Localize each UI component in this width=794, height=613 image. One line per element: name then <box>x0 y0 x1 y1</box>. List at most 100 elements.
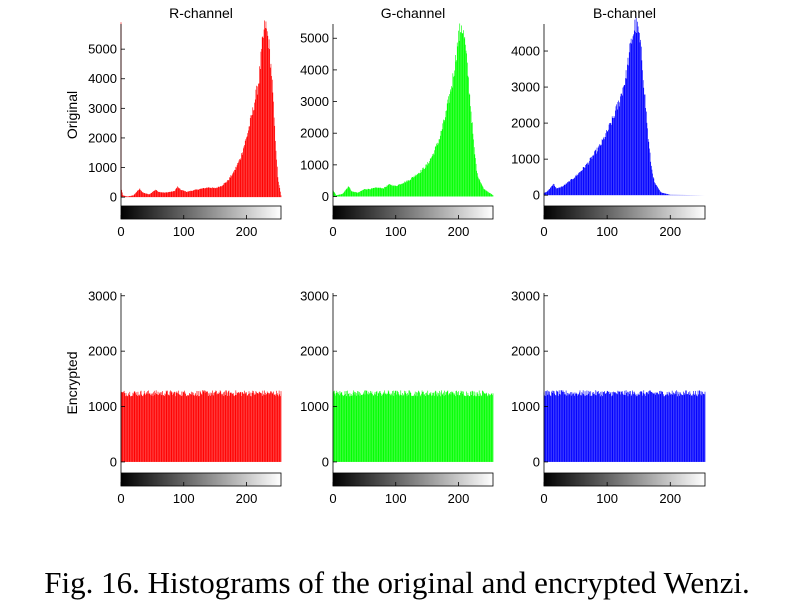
histogram-bar <box>617 102 619 196</box>
histogram-bar <box>437 142 439 197</box>
histogram-bar <box>152 191 154 198</box>
histogram-bar <box>347 188 348 197</box>
histogram-bar <box>172 191 174 198</box>
histogram-bar <box>561 391 563 462</box>
histogram-bar <box>248 130 249 198</box>
histogram-bar <box>666 392 668 462</box>
histogram-bar <box>432 392 434 462</box>
histogram-bar <box>254 394 256 462</box>
histogram-bar <box>453 393 454 462</box>
histogram-bar <box>404 393 406 462</box>
histogram-bar <box>643 390 645 462</box>
histogram-bar <box>608 124 610 196</box>
histogram-bar <box>248 394 249 462</box>
histogram-bar <box>600 145 602 196</box>
y-tick-label: 1000 <box>88 160 117 175</box>
histogram-bar <box>206 391 207 462</box>
histogram-bar <box>278 181 279 198</box>
histogram-bar <box>219 187 220 198</box>
histogram-bar <box>579 390 581 462</box>
histogram-bar <box>231 176 232 198</box>
histogram-bar <box>138 395 139 462</box>
histogram-bar <box>220 391 222 462</box>
histogram-bar <box>587 164 589 196</box>
histogram-bar <box>441 394 443 462</box>
histogram-bar <box>163 192 165 198</box>
histogram-bar <box>561 390 562 462</box>
histogram-bar <box>373 187 375 197</box>
histogram-bar <box>174 190 176 198</box>
histogram-bar <box>663 396 665 462</box>
histogram-bars <box>543 17 705 196</box>
histogram-bar <box>411 177 412 197</box>
histogram-bar <box>261 37 263 198</box>
histogram-bar <box>671 390 673 462</box>
histogram-bar <box>338 194 339 197</box>
histogram-bar <box>632 36 634 196</box>
histogram-bar <box>197 189 198 198</box>
histogram-bar <box>695 390 696 462</box>
histogram-bar <box>121 392 123 462</box>
histogram-bar <box>468 93 470 197</box>
histogram-bar <box>642 80 644 196</box>
histogram-bar <box>607 390 609 462</box>
histogram-bar <box>360 191 361 197</box>
histogram-bar <box>491 393 493 462</box>
histogram-bar <box>335 194 336 197</box>
histogram-bar <box>210 395 212 462</box>
histogram-bar <box>367 394 369 462</box>
histogram-bar <box>466 62 468 197</box>
histogram-bar <box>594 150 596 196</box>
histogram-bar <box>637 395 638 462</box>
histogram-bar <box>649 152 651 196</box>
histogram-bar <box>424 394 425 462</box>
histogram-bar <box>610 123 612 196</box>
histogram-bar <box>189 393 190 462</box>
histogram-bar <box>178 188 180 198</box>
histogram-bar <box>233 172 235 198</box>
histogram-bar <box>246 137 247 198</box>
histogram-bar <box>434 395 435 462</box>
histogram-bar <box>366 390 368 462</box>
histogram-bar <box>349 187 350 197</box>
histogram-bar <box>610 392 612 462</box>
histogram-bar <box>445 394 446 462</box>
histogram-bar <box>581 170 583 196</box>
histogram-bar <box>427 390 429 462</box>
histogram-bar <box>392 390 394 462</box>
histogram-bar <box>405 391 407 462</box>
histogram-bar <box>591 158 593 196</box>
histogram-bar <box>121 192 123 198</box>
histogram-bar <box>247 133 249 198</box>
histogram-bar <box>437 396 439 462</box>
histogram-bars <box>120 390 282 462</box>
histogram-bar <box>242 152 244 198</box>
histogram-bar <box>178 390 180 462</box>
histogram-bar <box>573 178 575 196</box>
histogram-bar <box>584 395 585 462</box>
histogram-bar <box>262 390 264 462</box>
histogram-bar <box>438 393 439 462</box>
histogram-bar <box>475 163 477 197</box>
histogram-bar <box>373 395 375 462</box>
histogram-bar <box>485 190 487 197</box>
histogram-bar <box>130 195 131 198</box>
histogram-bar <box>363 392 365 462</box>
histogram-bar <box>631 43 633 196</box>
histogram-bar <box>657 188 659 196</box>
histogram-bar <box>345 393 346 462</box>
histogram-bar <box>355 395 357 462</box>
histogram-bar <box>568 393 570 462</box>
histogram-bar <box>133 393 134 462</box>
histogram-bar <box>365 189 367 197</box>
grayscale-colorbar <box>120 472 282 487</box>
histogram-bar <box>401 183 403 197</box>
histogram-bar <box>702 391 703 462</box>
histogram-bar <box>413 176 415 197</box>
histogram-bar <box>574 392 576 462</box>
histogram-bar <box>190 190 192 198</box>
histogram-bar <box>224 183 225 198</box>
y-tick-label: 2000 <box>300 126 329 141</box>
histogram-bar <box>603 392 605 462</box>
